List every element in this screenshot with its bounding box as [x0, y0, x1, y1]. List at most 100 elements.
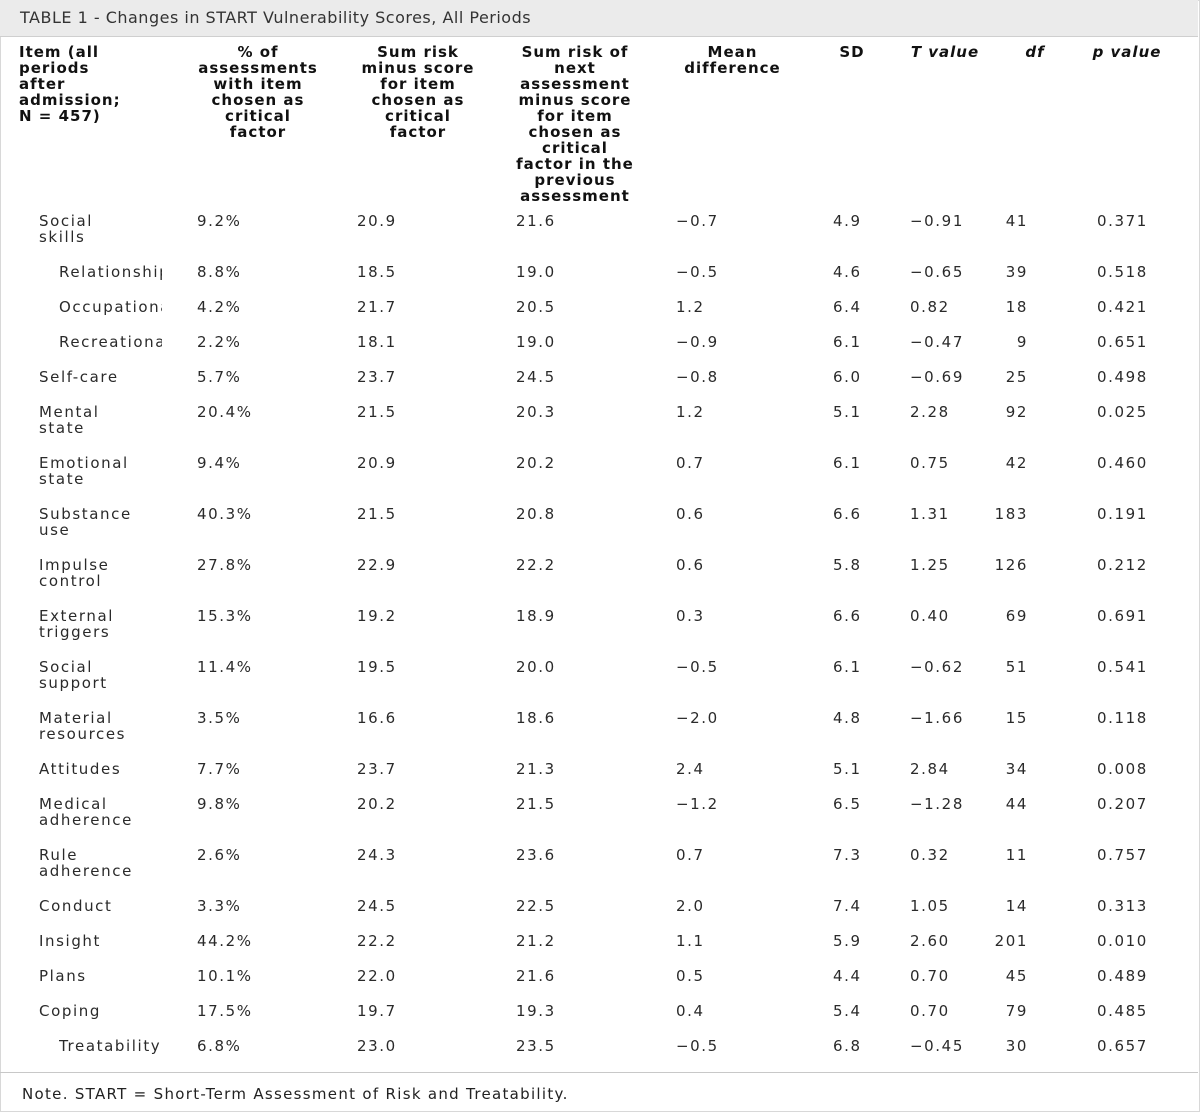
- cell-sum-minus: 23.7: [357, 760, 397, 778]
- cell-sd: 6.1: [833, 658, 862, 676]
- cell-item: Plans: [39, 968, 87, 984]
- cell-t-value: −1.28: [910, 795, 964, 813]
- cell-mean-difference: 0.6: [676, 505, 705, 523]
- cell-df: 34: [1005, 760, 1028, 778]
- cell-item: Emotional state: [39, 455, 129, 487]
- cell-sd: 6.0: [833, 368, 862, 386]
- cell-sd: 5.8: [833, 556, 862, 574]
- cell-sum-next: 20.5: [516, 298, 556, 316]
- cell-p-value: 0.498: [1097, 368, 1148, 386]
- cell-df: 11: [1005, 846, 1028, 864]
- cell-pct: 15.3%: [197, 607, 253, 625]
- cell-item: Treatability: [59, 1038, 162, 1054]
- cell-t-value: 0.75: [910, 454, 950, 472]
- cell-sum-next: 18.6: [516, 709, 556, 727]
- cell-sum-minus: 19.2: [357, 607, 397, 625]
- cell-sum-next: 23.5: [516, 1037, 556, 1055]
- cell-item: Rule adherence: [39, 847, 133, 879]
- cell-sum-next: 22.2: [516, 556, 556, 574]
- cell-t-value: 1.05: [910, 897, 950, 915]
- cell-pct: 8.8%: [197, 263, 242, 281]
- cell-pct: 17.5%: [197, 1002, 253, 1020]
- header-mean-difference: Mean difference: [684, 43, 781, 77]
- cell-pct: 9.2%: [197, 212, 242, 230]
- table-caption-bar: TABLE 1 - Changes in START Vulnerability…: [0, 0, 1198, 37]
- cell-sum-next: 19.0: [516, 333, 556, 351]
- cell-sum-minus: 22.2: [357, 932, 397, 950]
- cell-t-value: 1.25: [910, 556, 950, 574]
- cell-pct: 9.4%: [197, 454, 242, 472]
- cell-sd: 6.1: [833, 454, 862, 472]
- cell-p-value: 0.541: [1097, 658, 1148, 676]
- cell-p-value: 0.691: [1097, 607, 1148, 625]
- cell-item: Social support: [39, 659, 108, 691]
- cell-p-value: 0.118: [1097, 709, 1148, 727]
- cell-p-value: 0.207: [1097, 795, 1148, 813]
- cell-sum-minus: 21.5: [357, 403, 397, 421]
- cell-item: Conduct: [39, 898, 113, 914]
- cell-p-value: 0.212: [1097, 556, 1148, 574]
- cell-sum-next: 21.2: [516, 932, 556, 950]
- cell-sum-minus: 24.5: [357, 897, 397, 915]
- header-t-value: T value: [910, 43, 980, 61]
- cell-sum-next: 21.6: [516, 212, 556, 230]
- cell-sd: 6.6: [833, 607, 862, 625]
- header-pct: % of assessments with item chosen as cri…: [198, 43, 318, 141]
- cell-pct: 27.8%: [197, 556, 253, 574]
- header-item-label: Item (all periods after admission; N = 4…: [19, 43, 121, 125]
- cell-sd: 6.4: [833, 298, 862, 316]
- cell-p-value: 0.485: [1097, 1002, 1148, 1020]
- cell-item: Substance use: [39, 506, 132, 538]
- cell-sum-minus: 19.7: [357, 1002, 397, 1020]
- cell-p-value: 0.460: [1097, 454, 1148, 472]
- cell-item: Attitudes: [39, 761, 122, 777]
- cell-t-value: 2.84: [910, 760, 950, 778]
- cell-df: 92: [1005, 403, 1028, 421]
- cell-df: 25: [1005, 368, 1028, 386]
- cell-p-value: 0.757: [1097, 846, 1148, 864]
- cell-item: Material resources: [39, 710, 127, 742]
- cell-sd: 7.3: [833, 846, 862, 864]
- cell-p-value: 0.010: [1097, 932, 1148, 950]
- cell-df: 45: [1005, 967, 1028, 985]
- cell-p-value: 0.008: [1097, 760, 1148, 778]
- cell-sd: 6.8: [833, 1037, 862, 1055]
- cell-mean-difference: 0.7: [676, 454, 705, 472]
- cell-item: Self-care: [39, 369, 119, 385]
- cell-t-value: 0.40: [910, 607, 950, 625]
- cell-t-value: −0.65: [910, 263, 964, 281]
- cell-df: 183: [994, 505, 1028, 523]
- table-caption: TABLE 1 - Changes in START Vulnerability…: [20, 8, 532, 27]
- cell-mean-difference: −0.5: [676, 1037, 719, 1055]
- cell-sum-minus: 21.5: [357, 505, 397, 523]
- cell-mean-difference: −0.5: [676, 263, 719, 281]
- cell-t-value: −0.45: [910, 1037, 964, 1055]
- cell-sd: 5.9: [833, 932, 862, 950]
- cell-sd: 6.1: [833, 333, 862, 351]
- cell-t-value: −0.47: [910, 333, 964, 351]
- header-item: Item (all periods after admission; N = 4…: [19, 44, 149, 124]
- cell-pct: 6.8%: [197, 1037, 242, 1055]
- cell-sum-next: 21.6: [516, 967, 556, 985]
- cell-t-value: −0.91: [910, 212, 964, 230]
- cell-df: 15: [1005, 709, 1028, 727]
- cell-sum-minus: 24.3: [357, 846, 397, 864]
- cell-p-value: 0.313: [1097, 897, 1148, 915]
- cell-t-value: −0.69: [910, 368, 964, 386]
- cell-sd: 6.6: [833, 505, 862, 523]
- cell-p-value: 0.489: [1097, 967, 1148, 985]
- cell-sd: 4.6: [833, 263, 862, 281]
- cell-item: Impulse control: [39, 557, 110, 589]
- cell-sum-next: 23.6: [516, 846, 556, 864]
- cell-sum-next: 18.9: [516, 607, 556, 625]
- cell-df: 44: [1005, 795, 1028, 813]
- cell-sd: 7.4: [833, 897, 862, 915]
- cell-p-value: 0.025: [1097, 403, 1148, 421]
- cell-item: Recreational: [59, 334, 162, 350]
- cell-mean-difference: 0.5: [676, 967, 705, 985]
- cell-pct: 10.1%: [197, 967, 253, 985]
- cell-mean-difference: −2.0: [676, 709, 719, 727]
- cell-p-value: 0.518: [1097, 263, 1148, 281]
- cell-mean-difference: 0.3: [676, 607, 705, 625]
- cell-df: 39: [1005, 263, 1028, 281]
